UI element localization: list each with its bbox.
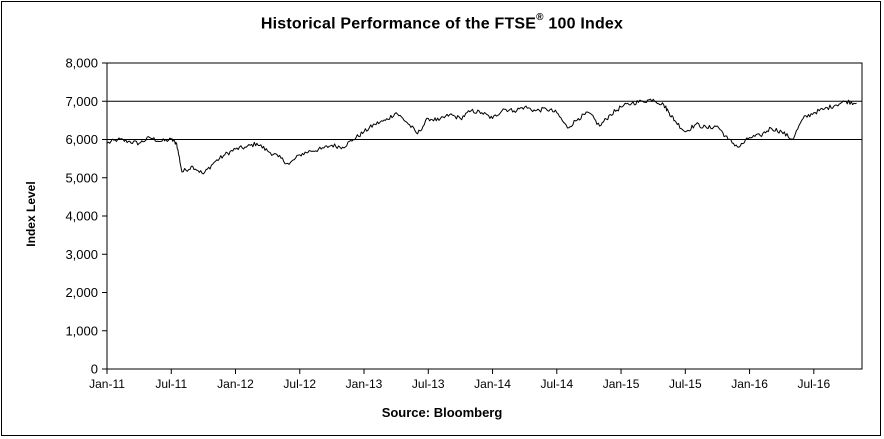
x-tick-label: Jul-12	[283, 377, 316, 391]
x-tick-label: Jan-11	[89, 377, 125, 391]
x-tick-label: Jul-11	[155, 377, 187, 391]
chart-title-registered-mark: ®	[536, 12, 544, 23]
y-tick-label: 3,000	[65, 247, 98, 262]
x-tick-label: Jan-14	[474, 377, 511, 391]
x-tick-label: Jul-16	[797, 377, 830, 391]
y-tick-label: 6,000	[65, 132, 98, 147]
x-tick-label: Jul-13	[412, 377, 445, 391]
series-line-ftse-100	[106, 98, 857, 175]
chart-title: Historical Performance of the FTSE® 100 …	[0, 12, 884, 33]
y-tick-label: 5,000	[65, 170, 98, 185]
y-tick-label: 2,000	[65, 285, 98, 300]
x-axis-ticks: Jan-11 Jul-11 Jan-12 Jul-12 Jan-13 Jul-13 Jan-…	[89, 369, 830, 391]
gridlines	[107, 62, 862, 140]
x-tick-label: Jan-12	[217, 377, 254, 391]
y-tick-label: 4,000	[65, 209, 98, 224]
plot-area-border	[106, 62, 863, 370]
x-tick-label: Jan-15	[603, 377, 640, 391]
y-tick-label: 0	[91, 362, 98, 377]
x-tick-label: Jan-16	[731, 377, 768, 391]
y-tick-label: 7,000	[65, 94, 98, 109]
chart-title-main: Historical Performance of the FTSE	[260, 15, 537, 33]
chart-title-tail: 100 Index	[543, 15, 624, 33]
x-tick-label: Jul-14	[540, 377, 573, 391]
y-tick-label: 8,000	[65, 56, 98, 71]
series-group	[106, 98, 857, 175]
chart-source: Source: Bloomberg	[381, 405, 503, 420]
x-tick-label: Jul-15	[669, 377, 702, 391]
y-tick-label: 1,000	[65, 323, 98, 338]
x-tick-label: Jan-13	[346, 377, 383, 391]
y-axis-ticks: 0 1,000 2,000 3,000 4,000 5,000 6,000 7,000 8,00…	[65, 56, 107, 377]
